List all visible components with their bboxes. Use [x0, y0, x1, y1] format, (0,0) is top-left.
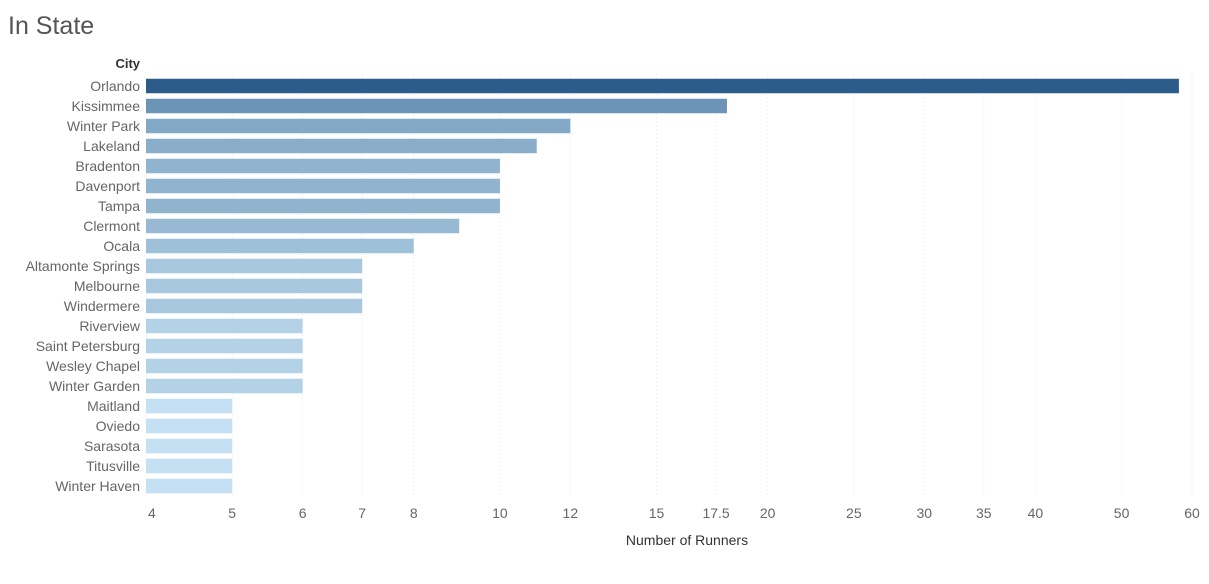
x-tick-label: 6 [299, 505, 307, 521]
category-label: Winter Haven [55, 478, 140, 494]
bar[interactable] [146, 198, 500, 214]
x-tick-label: 7 [358, 505, 366, 521]
category-label: Riverview [79, 318, 141, 334]
category-label: Kissimmee [72, 98, 141, 114]
bar[interactable] [146, 458, 233, 474]
x-tick-label: 35 [976, 505, 992, 521]
category-label: Winter Park [67, 118, 141, 134]
bar[interactable] [146, 318, 303, 334]
bar[interactable] [146, 238, 414, 254]
bar[interactable] [146, 118, 571, 134]
bar[interactable] [146, 78, 1179, 94]
category-label: Lakeland [83, 138, 140, 154]
category-label: Ocala [103, 238, 140, 254]
bar[interactable] [146, 298, 363, 314]
category-label: Saint Petersburg [36, 338, 140, 354]
x-tick-label: 25 [846, 505, 862, 521]
bar[interactable] [146, 338, 303, 354]
bar[interactable] [146, 438, 233, 454]
category-label: Altamonte Springs [26, 258, 140, 274]
category-label: Tampa [98, 198, 140, 214]
bar[interactable] [146, 178, 500, 194]
category-label: Windermere [64, 298, 140, 314]
category-label: Oviedo [96, 418, 141, 434]
x-tick-label: 10 [492, 505, 508, 521]
bar[interactable] [146, 138, 537, 154]
bar[interactable] [146, 258, 363, 274]
x-tick-label: 8 [410, 505, 418, 521]
x-tick-label: 30 [916, 505, 932, 521]
x-tick-label: 5 [228, 505, 236, 521]
category-label: Titusville [86, 458, 140, 474]
x-tick-label: 40 [1028, 505, 1044, 521]
category-label: Wesley Chapel [46, 358, 140, 374]
category-label: Bradenton [75, 158, 140, 174]
x-axis-title: Number of Runners [625, 532, 749, 548]
category-label: Maitland [87, 398, 140, 414]
bar[interactable] [146, 478, 233, 494]
x-tick-label: 17.5 [702, 505, 729, 521]
category-label: Davenport [75, 178, 140, 194]
bar[interactable] [146, 278, 363, 294]
bar[interactable] [146, 98, 727, 114]
x-tick-label: 12 [563, 505, 579, 521]
x-tick-label: 20 [760, 505, 776, 521]
bar[interactable] [146, 358, 303, 374]
bar[interactable] [146, 378, 303, 394]
x-tick-label: 60 [1184, 505, 1200, 521]
bar[interactable] [146, 418, 233, 434]
x-tick-label: 15 [649, 505, 665, 521]
x-tick-label: 50 [1114, 505, 1130, 521]
category-label: Sarasota [84, 438, 140, 454]
x-tick-label: 4 [148, 505, 156, 521]
bar[interactable] [146, 158, 500, 174]
bar[interactable] [146, 398, 233, 414]
category-label: Melbourne [74, 278, 140, 294]
category-label: Winter Garden [49, 378, 140, 394]
city-column-header: City [115, 56, 140, 71]
chart-title: In State [8, 12, 95, 40]
category-label: Orlando [90, 78, 140, 94]
category-label: Clermont [83, 218, 140, 234]
bar[interactable] [146, 218, 460, 234]
